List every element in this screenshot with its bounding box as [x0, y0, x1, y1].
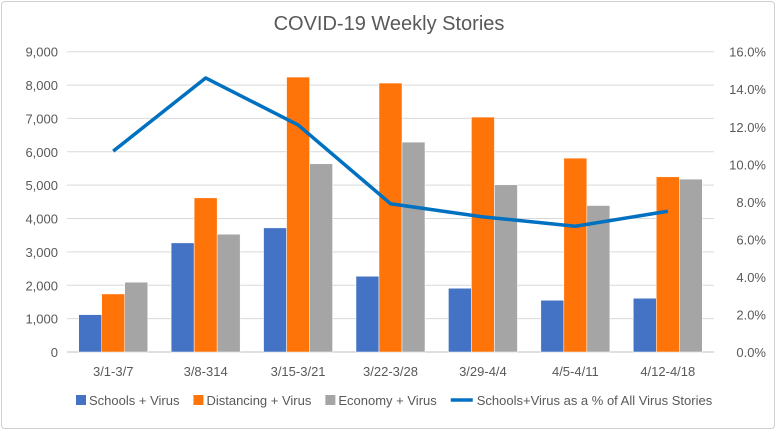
x-tick-label: 3/15-3/21 — [271, 364, 326, 379]
y-left-tick-label: 9,000 — [25, 45, 58, 60]
y-left-tick-label: 5,000 — [25, 178, 58, 193]
bar — [563, 157, 588, 353]
bar — [193, 197, 218, 353]
bar — [586, 205, 611, 353]
y-right-tick-label: 8.0% — [736, 195, 766, 210]
bar — [633, 298, 657, 353]
y-right-tick-label: 0.0% — [736, 345, 766, 360]
x-tick-label: 4/12-4/18 — [640, 364, 695, 379]
bar — [494, 184, 518, 353]
legend-label: Schools+Virus as a % of All Virus Storie… — [477, 393, 713, 408]
bar — [286, 76, 310, 353]
y-right-tick-label: 14.0% — [729, 82, 766, 97]
legend-swatch — [76, 395, 86, 405]
bar — [378, 82, 403, 353]
y-right-tick-label: 6.0% — [736, 232, 766, 247]
bar — [471, 116, 495, 353]
legend-label: Schools + Virus — [89, 393, 180, 408]
legend-label: Distancing + Virus — [206, 393, 311, 408]
bar — [216, 233, 241, 353]
chart-title: COVID-19 Weekly Stories — [274, 13, 505, 35]
bar — [124, 282, 148, 353]
y-left-tick-label: 0 — [51, 345, 58, 360]
bar — [679, 178, 703, 353]
bar — [101, 293, 125, 353]
legend-swatch — [325, 395, 336, 405]
x-tick-label: 3/22-3/28 — [363, 364, 418, 379]
bar — [656, 176, 680, 353]
y-left-tick-label: 8,000 — [25, 78, 58, 93]
y-left-tick-label: 7,000 — [25, 111, 58, 126]
y-left-tick-label: 1,000 — [25, 312, 58, 327]
legend-label: Economy + Virus — [338, 393, 437, 408]
y-right-tick-label: 10.0% — [729, 157, 766, 172]
bar — [355, 276, 380, 353]
y-right-tick-label: 2.0% — [736, 307, 766, 322]
x-tick-label: 4/5-4/11 — [552, 364, 599, 379]
y-right-tick-label: 12.0% — [729, 120, 766, 135]
bar — [401, 141, 426, 353]
y-left-tick-label: 6,000 — [25, 145, 58, 160]
bar — [78, 314, 102, 353]
bar — [540, 300, 565, 353]
y-right-tick-label: 4.0% — [736, 270, 766, 285]
bar — [170, 242, 195, 353]
bar — [448, 288, 472, 353]
y-left-tick-label: 2,000 — [25, 278, 58, 293]
y-left-tick-label: 3,000 — [25, 245, 58, 260]
y-left-tick-label: 4,000 — [25, 212, 58, 227]
bar — [263, 227, 287, 353]
x-tick-label: 3/29-4/4 — [459, 364, 507, 379]
legend-swatch — [193, 395, 204, 405]
bar — [309, 163, 333, 353]
y-right-tick-label: 16.0% — [729, 45, 766, 60]
x-tick-label: 3/8-314 — [184, 364, 228, 379]
x-tick-label: 3/1-3/7 — [93, 364, 133, 379]
